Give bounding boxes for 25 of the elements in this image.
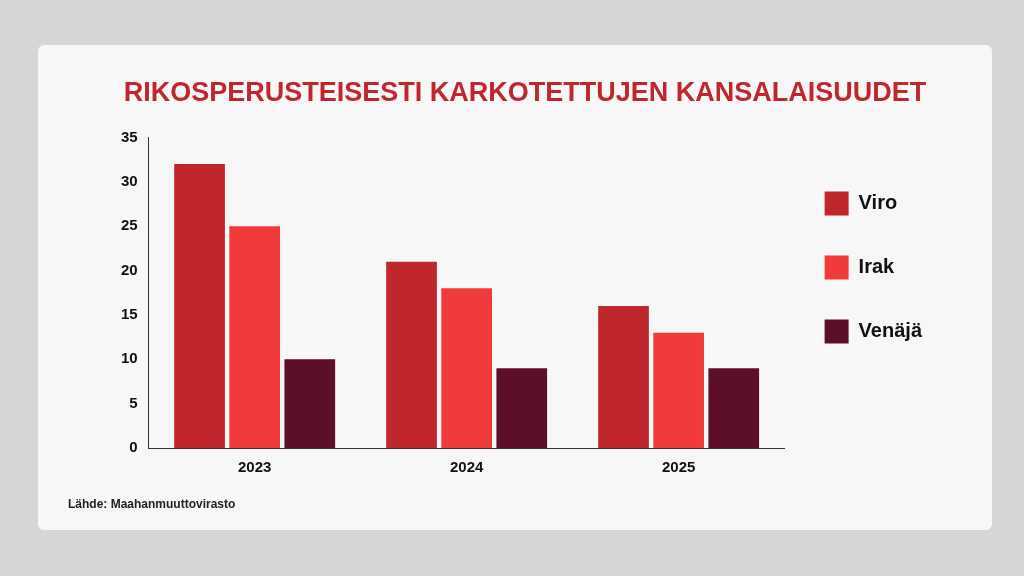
bar	[229, 226, 281, 448]
bar	[441, 288, 493, 448]
y-tick-label: 35	[121, 127, 138, 145]
x-tick-label: 2024	[449, 458, 484, 476]
legend-label: Viro	[858, 191, 898, 214]
bar	[284, 359, 336, 448]
bar	[174, 164, 225, 448]
bar	[653, 332, 704, 448]
y-tick-label: 25	[121, 216, 138, 234]
bar	[598, 306, 649, 448]
bar	[708, 368, 760, 448]
x-tick-label: 2025	[661, 458, 696, 476]
bar	[386, 261, 437, 448]
text: Lähde: Maahanmuuttovirasto	[68, 497, 236, 511]
legend-label: Venäjä	[858, 319, 923, 342]
y-tick-label: 20	[121, 260, 138, 278]
y-tick-label: 30	[121, 171, 138, 189]
y-tick-label: 5	[129, 393, 138, 411]
y-tick-label: 15	[121, 305, 138, 323]
legend-label: Irak	[858, 255, 896, 278]
bar	[496, 368, 548, 448]
x-tick-label: 2023	[237, 458, 272, 476]
chart-title: RIKOSPERUSTEISESTI KARKOTETTUJEN KANSALAISUUDET	[123, 76, 927, 107]
y-tick-label: 10	[121, 349, 138, 367]
y-tick-label: 0	[129, 438, 138, 456]
